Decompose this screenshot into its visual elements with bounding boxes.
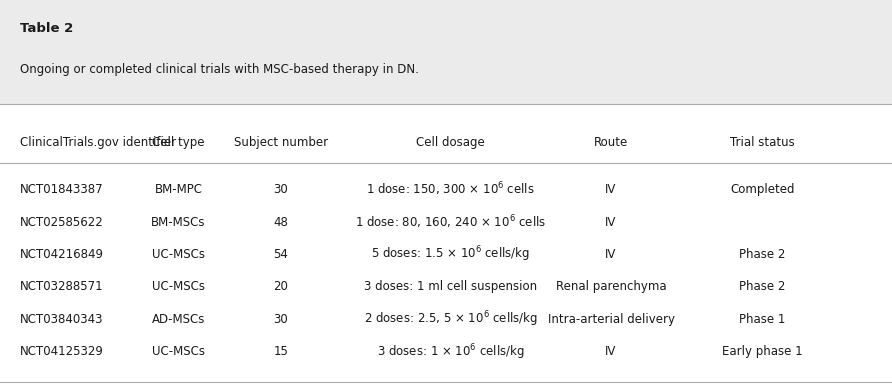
Text: Renal parenchyma: Renal parenchyma (556, 280, 666, 294)
Text: Completed: Completed (731, 183, 795, 196)
Text: Ongoing or completed clinical trials with MSC-based therapy in DN.: Ongoing or completed clinical trials wit… (20, 63, 418, 75)
Text: 48: 48 (274, 215, 288, 229)
Text: IV: IV (606, 183, 616, 196)
Text: NCT03840343: NCT03840343 (20, 313, 103, 326)
Text: UC-MSCs: UC-MSCs (152, 345, 205, 359)
Text: IV: IV (606, 215, 616, 229)
Text: Phase 1: Phase 1 (739, 313, 786, 326)
Text: ClinicalTrials.gov identifier: ClinicalTrials.gov identifier (20, 136, 176, 149)
Text: Intra-arterial delivery: Intra-arterial delivery (548, 313, 674, 326)
Text: Route: Route (594, 136, 628, 149)
Text: Phase 2: Phase 2 (739, 248, 786, 261)
FancyBboxPatch shape (0, 0, 892, 104)
Text: IV: IV (606, 345, 616, 359)
Text: Cell dosage: Cell dosage (416, 136, 485, 149)
Text: Phase 2: Phase 2 (739, 280, 786, 294)
Text: UC-MSCs: UC-MSCs (152, 248, 205, 261)
Text: Table 2: Table 2 (20, 22, 73, 34)
Text: NCT02585622: NCT02585622 (20, 215, 103, 229)
Text: IV: IV (606, 248, 616, 261)
Text: 15: 15 (274, 345, 288, 359)
FancyBboxPatch shape (0, 104, 892, 391)
Text: 3 doses: 1 ml cell suspension: 3 doses: 1 ml cell suspension (364, 280, 537, 294)
Text: 5 doses: 1.5 $\times$ 10$^{6}$ cells/kg: 5 doses: 1.5 $\times$ 10$^{6}$ cells/kg (371, 245, 530, 264)
Text: 30: 30 (274, 183, 288, 196)
Text: NCT04125329: NCT04125329 (20, 345, 103, 359)
Text: 1 dose: 80, 160, 240 $\times$ 10$^{6}$ cells: 1 dose: 80, 160, 240 $\times$ 10$^{6}$ c… (355, 213, 546, 231)
Text: 20: 20 (274, 280, 288, 294)
Text: Subject number: Subject number (234, 136, 328, 149)
Text: BM-MSCs: BM-MSCs (151, 215, 206, 229)
Text: 30: 30 (274, 313, 288, 326)
Text: UC-MSCs: UC-MSCs (152, 280, 205, 294)
Text: 54: 54 (274, 248, 288, 261)
Text: NCT04216849: NCT04216849 (20, 248, 103, 261)
Text: NCT03288571: NCT03288571 (20, 280, 103, 294)
Text: AD-MSCs: AD-MSCs (152, 313, 205, 326)
Text: 3 doses: 1 $\times$ 10$^{6}$ cells/kg: 3 doses: 1 $\times$ 10$^{6}$ cells/kg (376, 342, 524, 362)
Text: 1 dose: 150, 300 $\times$ 10$^{6}$ cells: 1 dose: 150, 300 $\times$ 10$^{6}$ cells (366, 181, 535, 199)
Text: Cell type: Cell type (153, 136, 204, 149)
Text: NCT01843387: NCT01843387 (20, 183, 103, 196)
Text: Trial status: Trial status (731, 136, 795, 149)
Text: BM-MPC: BM-MPC (154, 183, 202, 196)
Text: Early phase 1: Early phase 1 (723, 345, 803, 359)
Text: 2 doses: 2.5, 5 $\times$ 10$^{6}$ cells/kg: 2 doses: 2.5, 5 $\times$ 10$^{6}$ cells/… (364, 310, 537, 329)
